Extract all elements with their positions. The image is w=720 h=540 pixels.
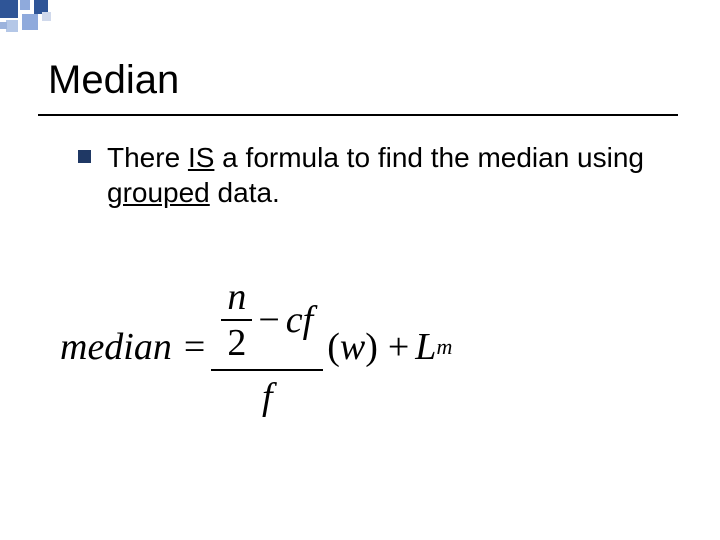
- slide-title: Median: [48, 58, 179, 103]
- bullet-text: There IS a formula to find the median us…: [107, 140, 678, 210]
- square-bullet-icon: [78, 150, 91, 163]
- inner-num-n: n: [221, 275, 252, 319]
- decor-square: [0, 22, 7, 29]
- main-numerator: n 2 − cf: [211, 275, 323, 369]
- rparen: ): [365, 325, 378, 369]
- text-post: data.: [210, 177, 280, 208]
- lparen: (: [327, 325, 340, 369]
- decor-square: [34, 0, 48, 14]
- w-term: w: [340, 325, 365, 369]
- decor-square: [22, 14, 38, 30]
- minus-sign: −: [258, 298, 279, 342]
- text-is-underlined: IS: [188, 142, 214, 173]
- equals-sign: =: [178, 325, 211, 369]
- tail-plus-Lm: + L m: [382, 325, 452, 369]
- body-content: There IS a formula to find the median us…: [78, 140, 678, 210]
- paren-w: ( w ): [323, 325, 382, 369]
- decor-square: [42, 12, 51, 21]
- inner-fraction: n 2: [221, 275, 252, 365]
- text-pre: There: [107, 142, 188, 173]
- median-formula: median = n 2 − cf f: [60, 275, 620, 419]
- inner-den-2: 2: [221, 321, 252, 365]
- text-mid: a formula to find the median using: [214, 142, 644, 173]
- slide: Median There IS a formula to find the me…: [0, 0, 720, 540]
- cf-term: cf: [286, 298, 313, 342]
- m-subscript: m: [436, 334, 452, 360]
- title-underline: [38, 114, 678, 116]
- L-term: L: [415, 325, 436, 369]
- formula-lhs: median: [60, 325, 178, 369]
- bullet-item: There IS a formula to find the median us…: [78, 140, 678, 210]
- main-denominator: f: [252, 371, 283, 419]
- main-fraction: n 2 − cf f: [211, 275, 323, 419]
- text-grouped-underlined: grouped: [107, 177, 210, 208]
- plus-sign: +: [382, 325, 415, 369]
- equation-row: median = n 2 − cf f: [60, 275, 620, 419]
- decor-square: [6, 20, 18, 32]
- decor-square: [20, 0, 30, 10]
- decor-square: [0, 0, 18, 18]
- corner-decoration: [0, 0, 160, 40]
